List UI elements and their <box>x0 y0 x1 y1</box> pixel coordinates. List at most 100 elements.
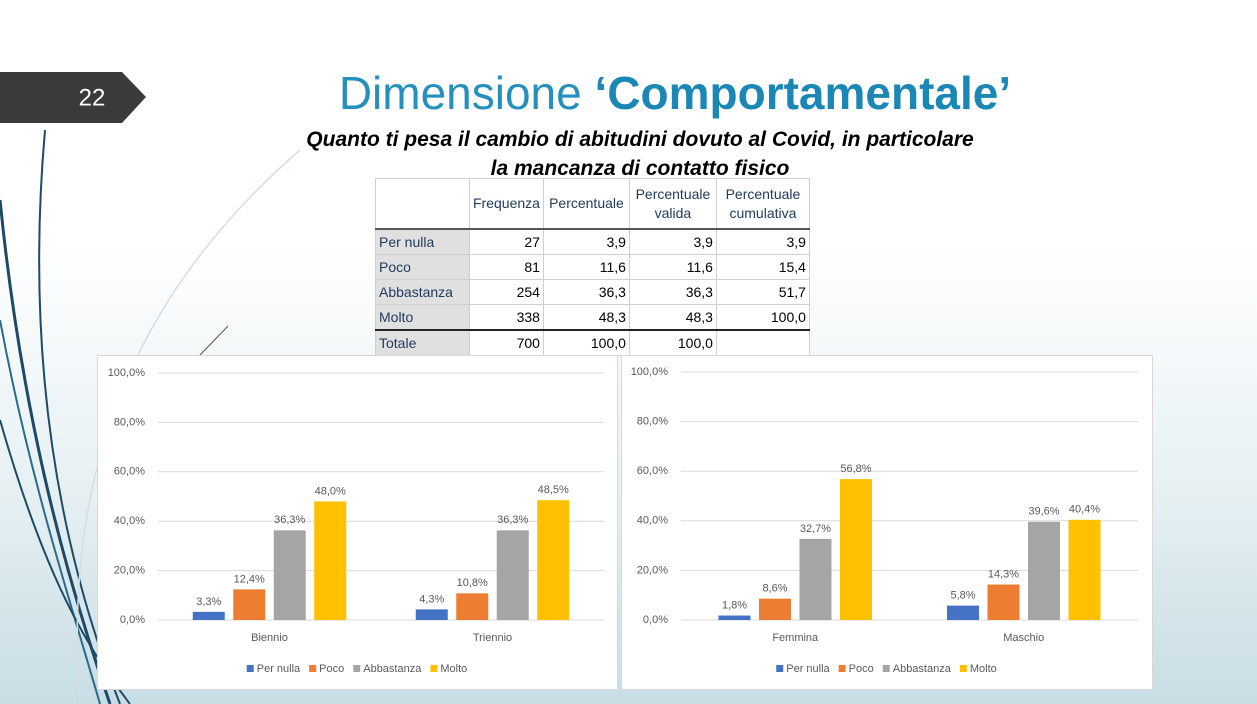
cell: 81 <box>469 254 544 280</box>
bar <box>759 598 791 620</box>
column-header: Percentuale cumulativa <box>715 178 810 230</box>
legend-swatch <box>246 665 254 672</box>
x-tick-label: Triennio <box>473 632 512 644</box>
bar <box>273 530 306 620</box>
header-row: Frequenza Percentuale Percentuale valida Pe… <box>375 178 810 230</box>
cell: 48,3 <box>628 304 717 331</box>
value-label: 5,8% <box>950 590 975 602</box>
value-label: 8,6% <box>762 583 787 595</box>
title: Dimensione ‘Comportamentale’ <box>200 66 1150 120</box>
table-row: Per nulla 27 3,9 3,9 3,9 <box>375 228 810 255</box>
cell: 36,3 <box>542 279 630 305</box>
table-body: Per nulla 27 3,9 3,9 3,9 Poco 81 11,6 11,6 15,4 Ab… <box>375 228 810 356</box>
x-tick-label: Femmina <box>772 632 819 644</box>
cell: 3,9 <box>542 228 630 255</box>
bar <box>799 538 832 620</box>
cell: 100,0 <box>628 329 717 356</box>
row-label: Per nulla <box>375 228 470 255</box>
column-header: Percentuale <box>542 178 630 230</box>
legend-label: Poco <box>849 663 874 675</box>
bar <box>537 500 570 620</box>
y-tick-label: 0,0% <box>120 614 145 626</box>
bar <box>192 611 225 620</box>
column-header: Percentuale valida <box>628 178 717 230</box>
y-tick-label: 100,0% <box>108 367 146 379</box>
value-label: 39,6% <box>1028 506 1059 518</box>
cell: 27 <box>469 228 544 255</box>
slide-number-text: 22 <box>79 84 106 111</box>
legend-label: Molto <box>970 663 997 675</box>
value-label: 14,3% <box>988 568 1019 580</box>
cell: 3,9 <box>628 228 717 255</box>
value-label: 48,5% <box>538 484 569 496</box>
legend-label: Per nulla <box>786 663 830 675</box>
bar <box>496 530 529 620</box>
bar <box>1068 519 1101 620</box>
column-header: Frequenza <box>469 178 544 230</box>
title-bold: ‘Comportamentale’ <box>594 67 1012 119</box>
value-label: 40,4% <box>1069 504 1100 516</box>
cell: 100,0 <box>715 304 810 331</box>
legend-label: Abbastanza <box>363 663 422 675</box>
table-row: Abbastanza 254 36,3 36,3 51,7 <box>375 279 810 305</box>
legend-swatch <box>353 665 361 672</box>
empty-cell <box>715 329 810 356</box>
row-label: Totale <box>375 329 470 356</box>
bar <box>456 593 489 620</box>
cell: 254 <box>469 279 544 305</box>
subtitle-line: la mancanza di contatto fisico <box>490 157 790 180</box>
bar <box>987 584 1020 620</box>
subtitle: Quanto ti pesa il cambio di abitudini do… <box>190 125 1090 183</box>
slide-number: 22 <box>79 84 106 111</box>
cell: 48,3 <box>542 304 630 331</box>
y-tick-label: 60,0% <box>637 465 668 477</box>
legend-swatch <box>776 665 784 672</box>
table-row: Molto 338 48,3 48,3 100,0 <box>375 304 810 331</box>
y-tick-label: 80,0% <box>114 416 145 428</box>
cell: 11,6 <box>628 254 717 280</box>
frequency-table: Frequenza Percentuale Percentuale valida Pe… <box>375 178 810 356</box>
subtitle-line: Quanto ti pesa il cambio di abitudini do… <box>306 128 974 151</box>
y-tick-label: 40,0% <box>637 515 668 527</box>
y-tick-label: 80,0% <box>637 416 668 428</box>
cell: 15,4 <box>715 254 810 280</box>
legend-label: Abbastanza <box>893 663 952 675</box>
cell: 700 <box>469 329 544 356</box>
value-label: 3,3% <box>196 596 221 608</box>
bar <box>718 615 751 620</box>
row-label: Poco <box>375 254 470 280</box>
y-tick-label: 60,0% <box>114 466 145 478</box>
legend-swatch <box>882 665 890 672</box>
value-label: 56,8% <box>840 463 871 475</box>
value-label: 36,3% <box>274 514 305 526</box>
cell: 11,6 <box>542 254 630 280</box>
bar <box>1028 521 1060 620</box>
legend-label: Molto <box>440 663 467 675</box>
bar <box>233 589 266 620</box>
value-label: 1,8% <box>722 599 747 611</box>
row-label: Molto <box>375 304 470 331</box>
legend-swatch <box>838 665 846 672</box>
bar <box>840 479 872 620</box>
cell: 338 <box>469 304 544 331</box>
legend-swatch <box>959 665 967 672</box>
value-label: 12,4% <box>234 573 265 585</box>
value-label: 4,3% <box>419 593 444 605</box>
y-tick-label: 100,0% <box>631 366 669 378</box>
table-row: Totale 700 100,0 100,0 <box>375 329 810 356</box>
cell: 36,3 <box>628 279 717 305</box>
value-label: 48,0% <box>315 485 346 497</box>
cell: 3,9 <box>715 228 810 255</box>
value-label: 36,3% <box>497 514 528 526</box>
legend-label: Poco <box>319 663 344 675</box>
y-tick-label: 20,0% <box>114 565 145 577</box>
title-light: Dimensione <box>338 67 582 119</box>
legend-swatch <box>309 665 317 672</box>
legend-swatch <box>430 665 438 672</box>
y-tick-label: 0,0% <box>643 614 668 626</box>
cell: 51,7 <box>715 279 810 305</box>
table-row: Poco 81 11,6 11,6 15,4 <box>375 254 810 280</box>
cell: 100,0 <box>542 329 630 356</box>
y-tick-label: 40,0% <box>114 515 145 527</box>
bar <box>314 501 347 620</box>
